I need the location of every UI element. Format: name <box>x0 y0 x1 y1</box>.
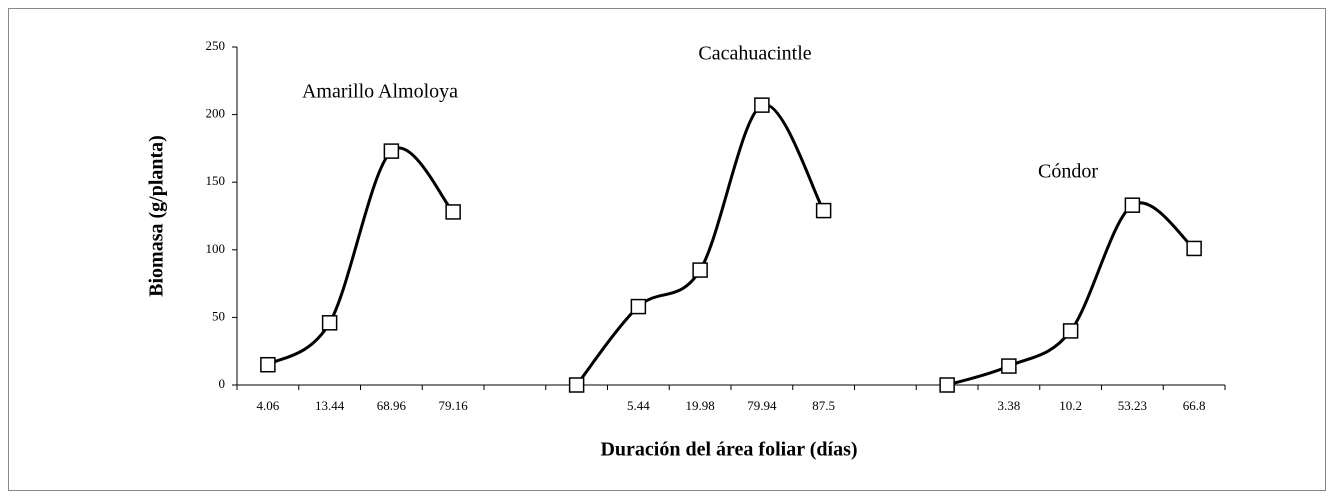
point-marker <box>1124 197 1141 213</box>
point-marker <box>692 262 708 278</box>
x-tick-label: 66.8 <box>1183 398 1206 413</box>
point-marker <box>754 97 770 113</box>
x-tick-label: 87.5 <box>812 398 835 413</box>
series-line <box>946 201 1196 387</box>
point-marker <box>445 204 461 220</box>
x-tick-label: 68.96 <box>377 398 407 413</box>
point-marker <box>1001 358 1017 374</box>
x-tick-label: 3.38 <box>998 398 1021 413</box>
point-marker <box>1186 240 1202 257</box>
x-tick-label: 4.06 <box>257 398 280 413</box>
x-tick-label: 79.16 <box>439 398 469 413</box>
x-tick-label: 53.23 <box>1118 398 1147 413</box>
y-tick-label: 150 <box>206 173 226 188</box>
y-tick-label: 0 <box>219 376 226 391</box>
point-marker <box>630 298 647 315</box>
y-axis-title: Biomasa (g/planta) <box>146 135 168 297</box>
point-marker <box>568 377 585 393</box>
series-line <box>575 103 825 386</box>
point-marker <box>383 143 400 159</box>
y-tick-label: 250 <box>206 38 226 53</box>
y-tick-label: 200 <box>206 106 226 121</box>
series-label: Amarillo Almoloya <box>302 81 458 103</box>
frame <box>8 8 1326 491</box>
x-tick-label: 13.44 <box>315 398 345 413</box>
x-tick-label: 19.98 <box>686 398 715 413</box>
x-axis-title: Duración del área foliar (días) <box>600 439 857 461</box>
y-tick-label: 100 <box>206 241 226 256</box>
point-marker <box>815 202 832 219</box>
x-tick-label: 79.94 <box>747 398 777 413</box>
point-marker <box>260 356 276 373</box>
x-tick-label: 5.44 <box>627 398 650 413</box>
series-label: Cóndor <box>1038 161 1098 183</box>
series-line <box>267 146 455 367</box>
point-marker <box>939 377 955 393</box>
point-marker <box>321 315 338 331</box>
x-tick-label: 10.2 <box>1059 398 1082 413</box>
y-tick-label: 50 <box>212 308 225 323</box>
point-marker <box>1062 323 1079 339</box>
series-label: Cacahuacintle <box>698 43 811 65</box>
